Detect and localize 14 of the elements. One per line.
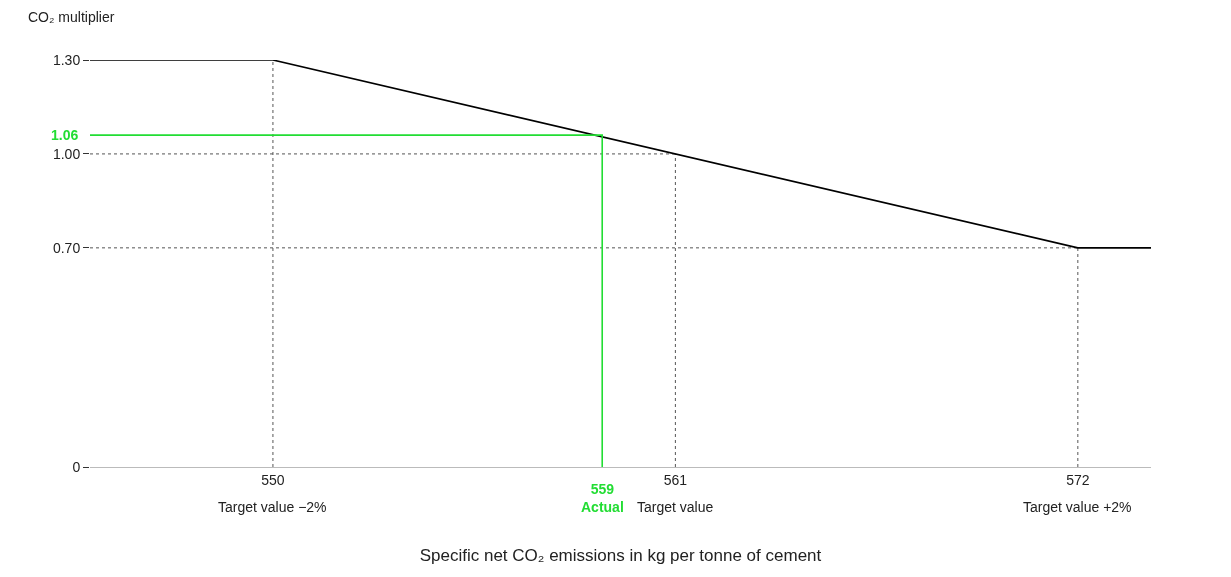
annotation: Target value +2% bbox=[1023, 499, 1132, 515]
x-tick-label: 561 bbox=[663, 471, 688, 488]
y-tick-label: 1.00 bbox=[52, 145, 81, 162]
y-tick-label: 1.30 bbox=[52, 51, 81, 68]
x-tick-label: 550 bbox=[261, 471, 285, 488]
annotation: 1.06 bbox=[51, 127, 79, 143]
annotation: Target value −2% bbox=[218, 499, 327, 515]
annotation: Target value bbox=[637, 499, 714, 515]
annotation: 559 Actual bbox=[581, 481, 624, 516]
y-axis-title: CO₂ multiplier bbox=[28, 9, 115, 25]
y-tick-label: 0.70 bbox=[52, 239, 81, 256]
y-tick-label: 0 bbox=[72, 458, 81, 475]
x-axis-title: Specific net CO₂ emissions in kg per tonne of cement bbox=[419, 546, 822, 566]
x-tick-label: 572 bbox=[1066, 471, 1090, 488]
